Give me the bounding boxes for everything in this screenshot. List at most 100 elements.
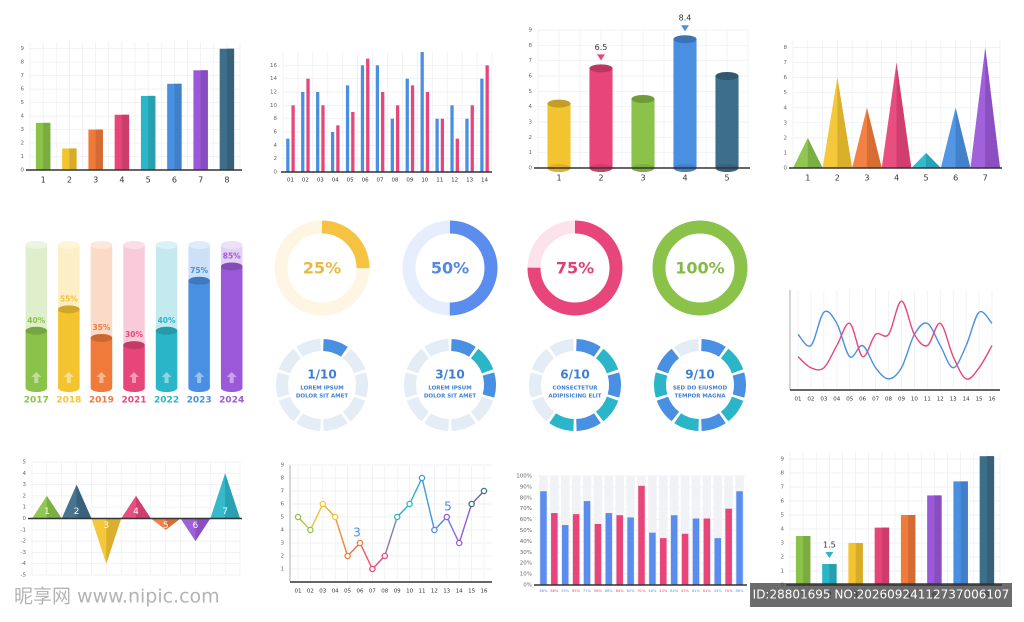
watermark-id: ID:28801695 NO:20260924112737006107 <box>753 588 1010 602</box>
x-value-label: 64% <box>616 589 625 593</box>
x-tick-label: 08 <box>391 178 398 184</box>
data-label: 1.5 <box>823 541 836 550</box>
x-tick-label: 2017 <box>24 396 49 406</box>
filled-segments <box>450 339 496 398</box>
y-tick-label: 5 <box>281 515 285 521</box>
bar <box>692 518 700 585</box>
track-cap <box>220 241 243 249</box>
x-tick-label: 3 <box>93 176 98 185</box>
x-value-label: 91% <box>638 589 647 593</box>
progress-bar <box>155 330 178 388</box>
bar-bottom <box>188 384 210 392</box>
filled-segments <box>549 339 621 431</box>
x-tick-label: 2023 <box>187 396 212 406</box>
y-tick-label: 80% <box>520 495 532 501</box>
segment <box>654 372 668 398</box>
donut-label: 50% <box>431 259 469 278</box>
y-tick-label: 12 <box>270 90 277 96</box>
value-label: 85% <box>223 251 241 260</box>
x-value-label: 43% <box>714 589 723 593</box>
y-tick-label: 4 <box>529 104 533 110</box>
y-tick-label: 4 <box>781 527 785 533</box>
track-cap <box>58 241 80 249</box>
bar-side <box>908 515 916 585</box>
bar-bottom <box>123 384 145 392</box>
triangle-side <box>165 518 181 530</box>
segment <box>470 348 494 374</box>
y-tick-label: 7 <box>281 489 285 495</box>
x-tick-label: 07 <box>872 397 879 403</box>
value-label: 40% <box>158 316 176 325</box>
x-tick-label: 05 <box>344 589 351 595</box>
x-value-label: 86% <box>736 589 745 593</box>
marker <box>369 565 376 573</box>
y-tick-label: 9 <box>529 28 533 34</box>
x-tick-label: 01 <box>287 178 294 184</box>
donut-label: 100% <box>675 259 724 278</box>
x-tick-label: 13 <box>466 178 473 184</box>
y-tick-label: 8 <box>21 60 25 66</box>
donut-label: 25% <box>303 259 341 278</box>
marker <box>455 539 463 547</box>
line <box>297 475 485 571</box>
bar <box>306 78 310 172</box>
x-tick-label: 1 <box>44 507 50 517</box>
marker <box>480 487 488 495</box>
bar-cap <box>589 64 613 73</box>
x-tick-label: 03 <box>319 589 326 595</box>
y-tick-label: 1 <box>529 150 533 156</box>
data-label: 6.5 <box>595 43 608 52</box>
bar-cap <box>25 326 48 335</box>
value-label: 6/10 <box>560 368 589 382</box>
bar-side <box>881 527 890 585</box>
x-tick-label: 2 <box>67 176 72 185</box>
y-tick-label: 100% <box>516 474 532 480</box>
bar <box>366 58 370 172</box>
x-tick-label: 06 <box>357 589 364 595</box>
x-tick-label: 12 <box>937 397 944 403</box>
x-tick-label: 4 <box>682 174 687 183</box>
segment <box>700 339 726 357</box>
marker <box>468 500 475 508</box>
segment-empty <box>322 413 348 431</box>
bar-bottom <box>220 384 243 392</box>
segment-empty <box>424 339 450 357</box>
bar-side <box>121 114 130 170</box>
x-value-label: 65% <box>572 589 581 593</box>
label-pointer <box>681 25 689 32</box>
y-tick-label: 3 <box>23 482 27 488</box>
x-tick-label: 4 <box>894 174 899 183</box>
segment <box>656 396 680 422</box>
x-tick-label: 14 <box>481 178 488 184</box>
progress-bar <box>58 309 80 388</box>
bar <box>450 105 454 172</box>
track-cap <box>188 241 210 249</box>
segment-empty <box>549 339 575 357</box>
x-tick-label: 10 <box>406 589 413 595</box>
bar-track <box>713 476 723 585</box>
y-tick-label: 3 <box>281 541 285 547</box>
segment <box>549 413 575 431</box>
x-tick-label: 10 <box>911 397 918 403</box>
x-tick-label: 03 <box>317 178 324 184</box>
bar <box>638 485 645 585</box>
bar <box>673 39 697 169</box>
y-tick-label: 70% <box>520 506 532 512</box>
segment <box>720 348 744 374</box>
bar-side <box>200 70 208 170</box>
x-value-label: 61% <box>703 589 712 593</box>
bar <box>440 118 445 172</box>
x-tick-label: 2024 <box>219 396 244 406</box>
progress-bar <box>220 266 243 388</box>
x-tick-label: 11 <box>436 178 443 184</box>
track-cap <box>90 241 113 249</box>
bar <box>594 523 602 585</box>
y-tick-label: 9 <box>781 457 785 463</box>
bar <box>670 515 678 585</box>
y-tick-label: 16 <box>270 63 277 69</box>
y-tick-label: 4 <box>281 528 285 534</box>
bar-side <box>960 481 968 585</box>
caption: ADIPISICING ELIT <box>548 394 601 400</box>
x-tick-label: 7 <box>983 174 988 183</box>
